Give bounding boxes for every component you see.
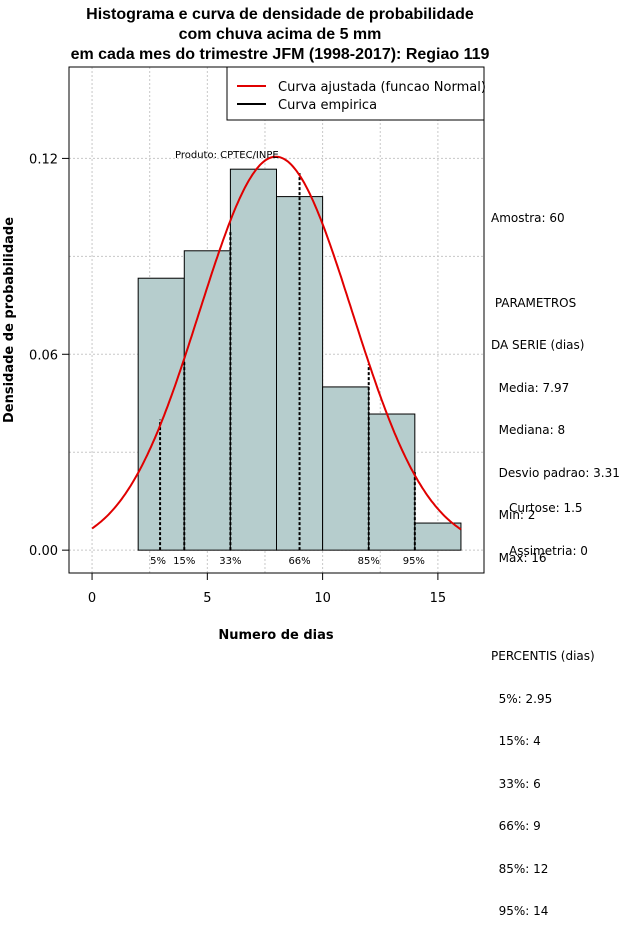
x-axis-label: Numero de dias	[218, 628, 334, 643]
params-title-2: DA SERIE (dias)	[491, 338, 585, 352]
shape-panel: Curtose: 1.5 Assimetria: 0	[509, 473, 588, 572]
y-tick-label: 0.00	[29, 544, 58, 559]
x-tick-label: 0	[88, 591, 96, 606]
percentile-label: 15%	[173, 556, 195, 567]
percentil-95: 95%: 14	[491, 904, 549, 918]
legend-box	[226, 66, 485, 121]
percentile-label: 66%	[288, 556, 310, 567]
histogram-bar	[368, 413, 416, 551]
histogram-bar	[322, 386, 370, 551]
percentil-66: 66%: 9	[491, 819, 541, 833]
percentil-85: 85%: 12	[491, 861, 549, 876]
param-max: Max: 16	[491, 550, 547, 565]
legend: Curva ajustada (funcao Normal) Curva emp…	[226, 66, 486, 121]
y-axis-label: Densidade de probabilidade	[2, 217, 17, 423]
chart-title-line-3: em cada mes do trimestre JFM (1998-2017)…	[70, 46, 490, 63]
histogram-bar	[183, 250, 231, 551]
percentile-label: 85%	[358, 556, 380, 567]
y-tick-label: 0.06	[29, 348, 58, 363]
histogram-bar	[137, 277, 185, 551]
kurtosis: Curtose: 1.5	[509, 501, 583, 515]
percentile-label: 33%	[219, 556, 241, 567]
percentil-33: 33%: 6	[491, 776, 541, 791]
annotation-text: Produto: CPTEC/INPE	[175, 150, 279, 161]
percentis-title: PERCENTIS (dias)	[491, 649, 595, 663]
normal-curve-line	[91, 155, 462, 531]
x-tick-label: 5	[203, 591, 211, 606]
histogram-bar	[229, 168, 277, 551]
percentil-5: 5%: 2.95	[491, 691, 553, 706]
sample-size: Amostra: 60	[491, 211, 565, 225]
y-tick-label: 0.12	[29, 152, 58, 167]
percentil-15: 15%: 4	[491, 734, 541, 748]
x-tick-label: 10	[314, 591, 331, 606]
chart-title-line-1: Histograma e curva de densidade de proba…	[86, 6, 474, 23]
chart-title-line-2: com chuva acima de 5 mm	[178, 26, 382, 43]
params-title-1: PARAMETROS	[491, 295, 577, 310]
param-median: Mediana: 8	[491, 423, 566, 437]
legend-label-empirical: Curva empirica	[278, 98, 377, 113]
histogram-bar	[414, 522, 462, 551]
histogram-chart: 5% 15% 33% 66% 85% 95% 0 5 10 15 0.00 0.06 0.12 Pro…	[2, 66, 486, 643]
percentile-label: 95%	[403, 556, 425, 567]
legend-label-normal: Curva ajustada (funcao Normal)	[278, 80, 486, 95]
x-tick-label: 15	[430, 591, 447, 606]
param-mean: Media: 7.97	[491, 380, 570, 395]
skewness: Assimetria: 0	[509, 543, 588, 558]
param-min: Min: 2	[491, 508, 536, 522]
percentile-label: 5%	[150, 556, 166, 567]
param-sd: Desvio padrao: 3.31	[491, 465, 620, 480]
